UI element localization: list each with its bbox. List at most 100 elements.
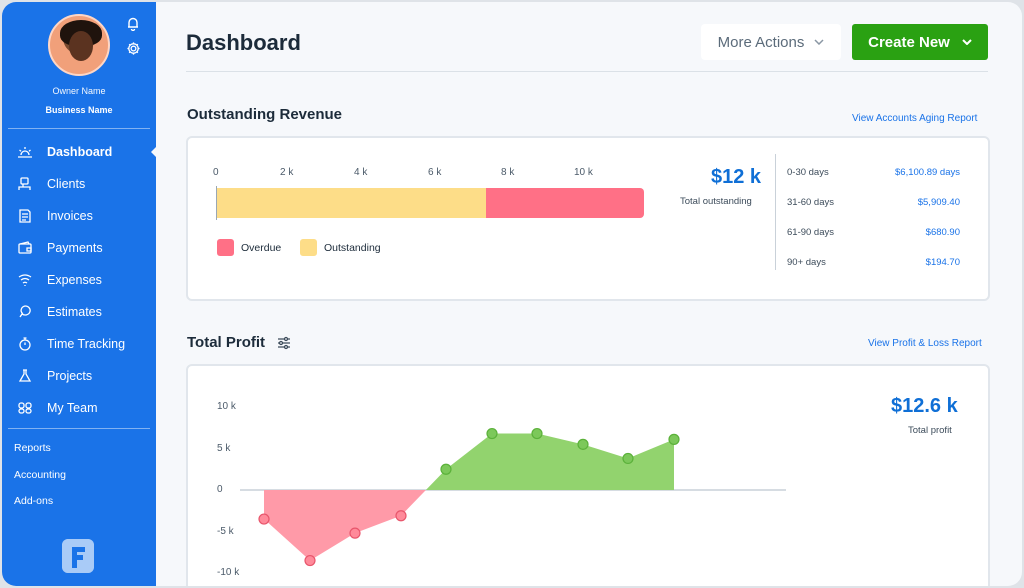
sidebar-divider [8, 128, 150, 129]
profit-data-point[interactable] [440, 463, 452, 475]
dashboard-sun-icon [17, 144, 33, 160]
aging-divider [775, 154, 776, 270]
clients-icon [17, 176, 33, 192]
view-profit-loss-report-link[interactable]: View Profit & Loss Report [868, 338, 982, 349]
positive-profit-area [425, 433, 674, 490]
stopwatch-icon [17, 336, 33, 352]
sidebar-item-label: Payments [47, 241, 103, 255]
sidebar-item-estimates[interactable]: Estimates [2, 298, 156, 326]
profit-data-point[interactable] [622, 452, 634, 465]
x-tick: 2 k [280, 167, 294, 178]
outstanding-bar-segment[interactable] [217, 188, 486, 218]
aging-label-0-30: 0-30 days [787, 167, 829, 178]
aging-label-61-90: 61-90 days [787, 227, 835, 238]
sidebar-item-label: Clients [47, 177, 86, 191]
x-tick: 4 k [354, 167, 368, 178]
owner-name: Owner Name [52, 86, 106, 96]
y-tick: 10 k [217, 401, 236, 412]
sidebar-item-my-team[interactable]: My Team [2, 394, 156, 422]
sidebar-item-label: Estimates [47, 305, 102, 319]
total-profit-label: Total profit [908, 425, 952, 436]
profit-data-point[interactable] [577, 438, 589, 450]
sidebar-item-accounting[interactable]: Accounting [14, 469, 66, 481]
total-outstanding-label: Total outstanding [680, 196, 752, 207]
chevron-down-icon [814, 39, 824, 45]
profit-data-point[interactable] [395, 510, 407, 522]
sidebar-item-dashboard[interactable]: Dashboard [2, 138, 157, 166]
x-tick: 6 k [428, 167, 442, 178]
invoices-icon [17, 208, 33, 224]
overdue-legend-swatch [217, 239, 234, 256]
bar-axis-line [216, 186, 217, 220]
business-name: Business Name [45, 105, 113, 115]
sidebar-item-label: Invoices [47, 209, 93, 223]
payments-wallet-icon [17, 240, 33, 256]
create-new-label: Create New [868, 33, 950, 51]
x-tick: 10 k [574, 167, 593, 178]
team-icon [17, 400, 33, 416]
sidebar-item-add-ons[interactable]: Add-ons [14, 495, 54, 507]
page-title: Dashboard [186, 30, 301, 55]
sidebar-item-label: Projects [47, 369, 93, 383]
total-outstanding-amount: $12 k [711, 166, 762, 188]
negative-profit-area [264, 490, 426, 561]
profit-data-point[interactable] [304, 554, 316, 567]
view-accounts-aging-report-link[interactable]: View Accounts Aging Report [852, 113, 978, 124]
y-tick: -10 k [217, 567, 240, 578]
overdue-bar-segment[interactable] [485, 188, 644, 218]
gear-icon[interactable] [126, 41, 141, 56]
sidebar-item-label: Dashboard [47, 145, 113, 159]
sidebar-item-clients[interactable]: Clients [2, 170, 156, 198]
total-profit-card: 10 k 5 k 0 -5 k -10 k $12.6 k Total prof… [186, 364, 990, 586]
profit-data-point[interactable] [258, 513, 270, 525]
profit-data-point[interactable] [668, 433, 680, 445]
chevron-down-icon [962, 39, 972, 45]
aging-value-61-90[interactable]: $680.90 [925, 227, 960, 238]
sidebar-item-expenses[interactable]: Expenses [2, 266, 156, 294]
y-tick: -5 k [217, 526, 234, 537]
aging-label-90-plus: 90+ days [787, 257, 826, 268]
aging-value-0-30[interactable]: $6,100.89 days [895, 167, 960, 178]
x-tick: 0 [213, 167, 219, 178]
projects-flask-icon [17, 368, 33, 384]
sidebar-item-time-tracking[interactable]: Time Tracking [2, 330, 156, 358]
freshbooks-logo[interactable] [62, 539, 94, 573]
sidebar-item-label: Time Tracking [47, 337, 126, 351]
filter-sliders-icon[interactable] [277, 336, 291, 350]
total-profit-title: Total Profit [187, 334, 266, 351]
profit-data-point[interactable] [349, 527, 361, 539]
outstanding-legend-swatch [300, 239, 317, 256]
sidebar-item-reports[interactable]: Reports [14, 442, 51, 454]
header-divider [186, 71, 988, 72]
create-new-button[interactable]: Create New [852, 24, 988, 60]
outstanding-revenue-title: Outstanding Revenue [187, 106, 343, 123]
sidebar-item-invoices[interactable]: Invoices [2, 202, 156, 230]
profit-data-point[interactable] [531, 427, 543, 440]
expenses-icon [17, 272, 33, 288]
main-content: Dashboard More Actions Create New Outsta… [156, 2, 1022, 586]
total-profit-amount: $12.6 k [891, 395, 958, 417]
aging-label-31-60: 31-60 days [787, 197, 835, 208]
bell-icon[interactable] [126, 16, 140, 31]
sidebar-divider [8, 428, 150, 429]
overdue-legend-label: Overdue [241, 242, 282, 254]
sidebar-item-projects[interactable]: Projects [2, 362, 156, 390]
outstanding-bar [217, 188, 647, 218]
aging-value-31-60[interactable]: $5,909.40 [917, 197, 960, 208]
sidebar-item-payments[interactable]: Payments [2, 234, 156, 262]
outstanding-revenue-card: 0 2 k 4 k 6 k 8 k 10 k Overdue Outstandi… [186, 136, 990, 301]
x-tick: 8 k [501, 167, 515, 178]
sidebar-item-label: My Team [47, 401, 98, 415]
y-tick: 0 [217, 484, 223, 495]
more-actions-label: More Actions [717, 33, 805, 51]
estimates-icon [17, 304, 33, 320]
more-actions-button[interactable]: More Actions [701, 24, 841, 60]
sidebar-item-label: Expenses [47, 273, 102, 287]
profit-area-chart [240, 427, 786, 567]
sidebar: Owner Name Business Name Dashboard Clien… [2, 2, 157, 586]
y-tick: 5 k [217, 443, 231, 454]
profit-data-point[interactable] [486, 427, 498, 440]
aging-value-90-plus[interactable]: $194.70 [925, 257, 960, 268]
avatar[interactable] [48, 14, 110, 76]
